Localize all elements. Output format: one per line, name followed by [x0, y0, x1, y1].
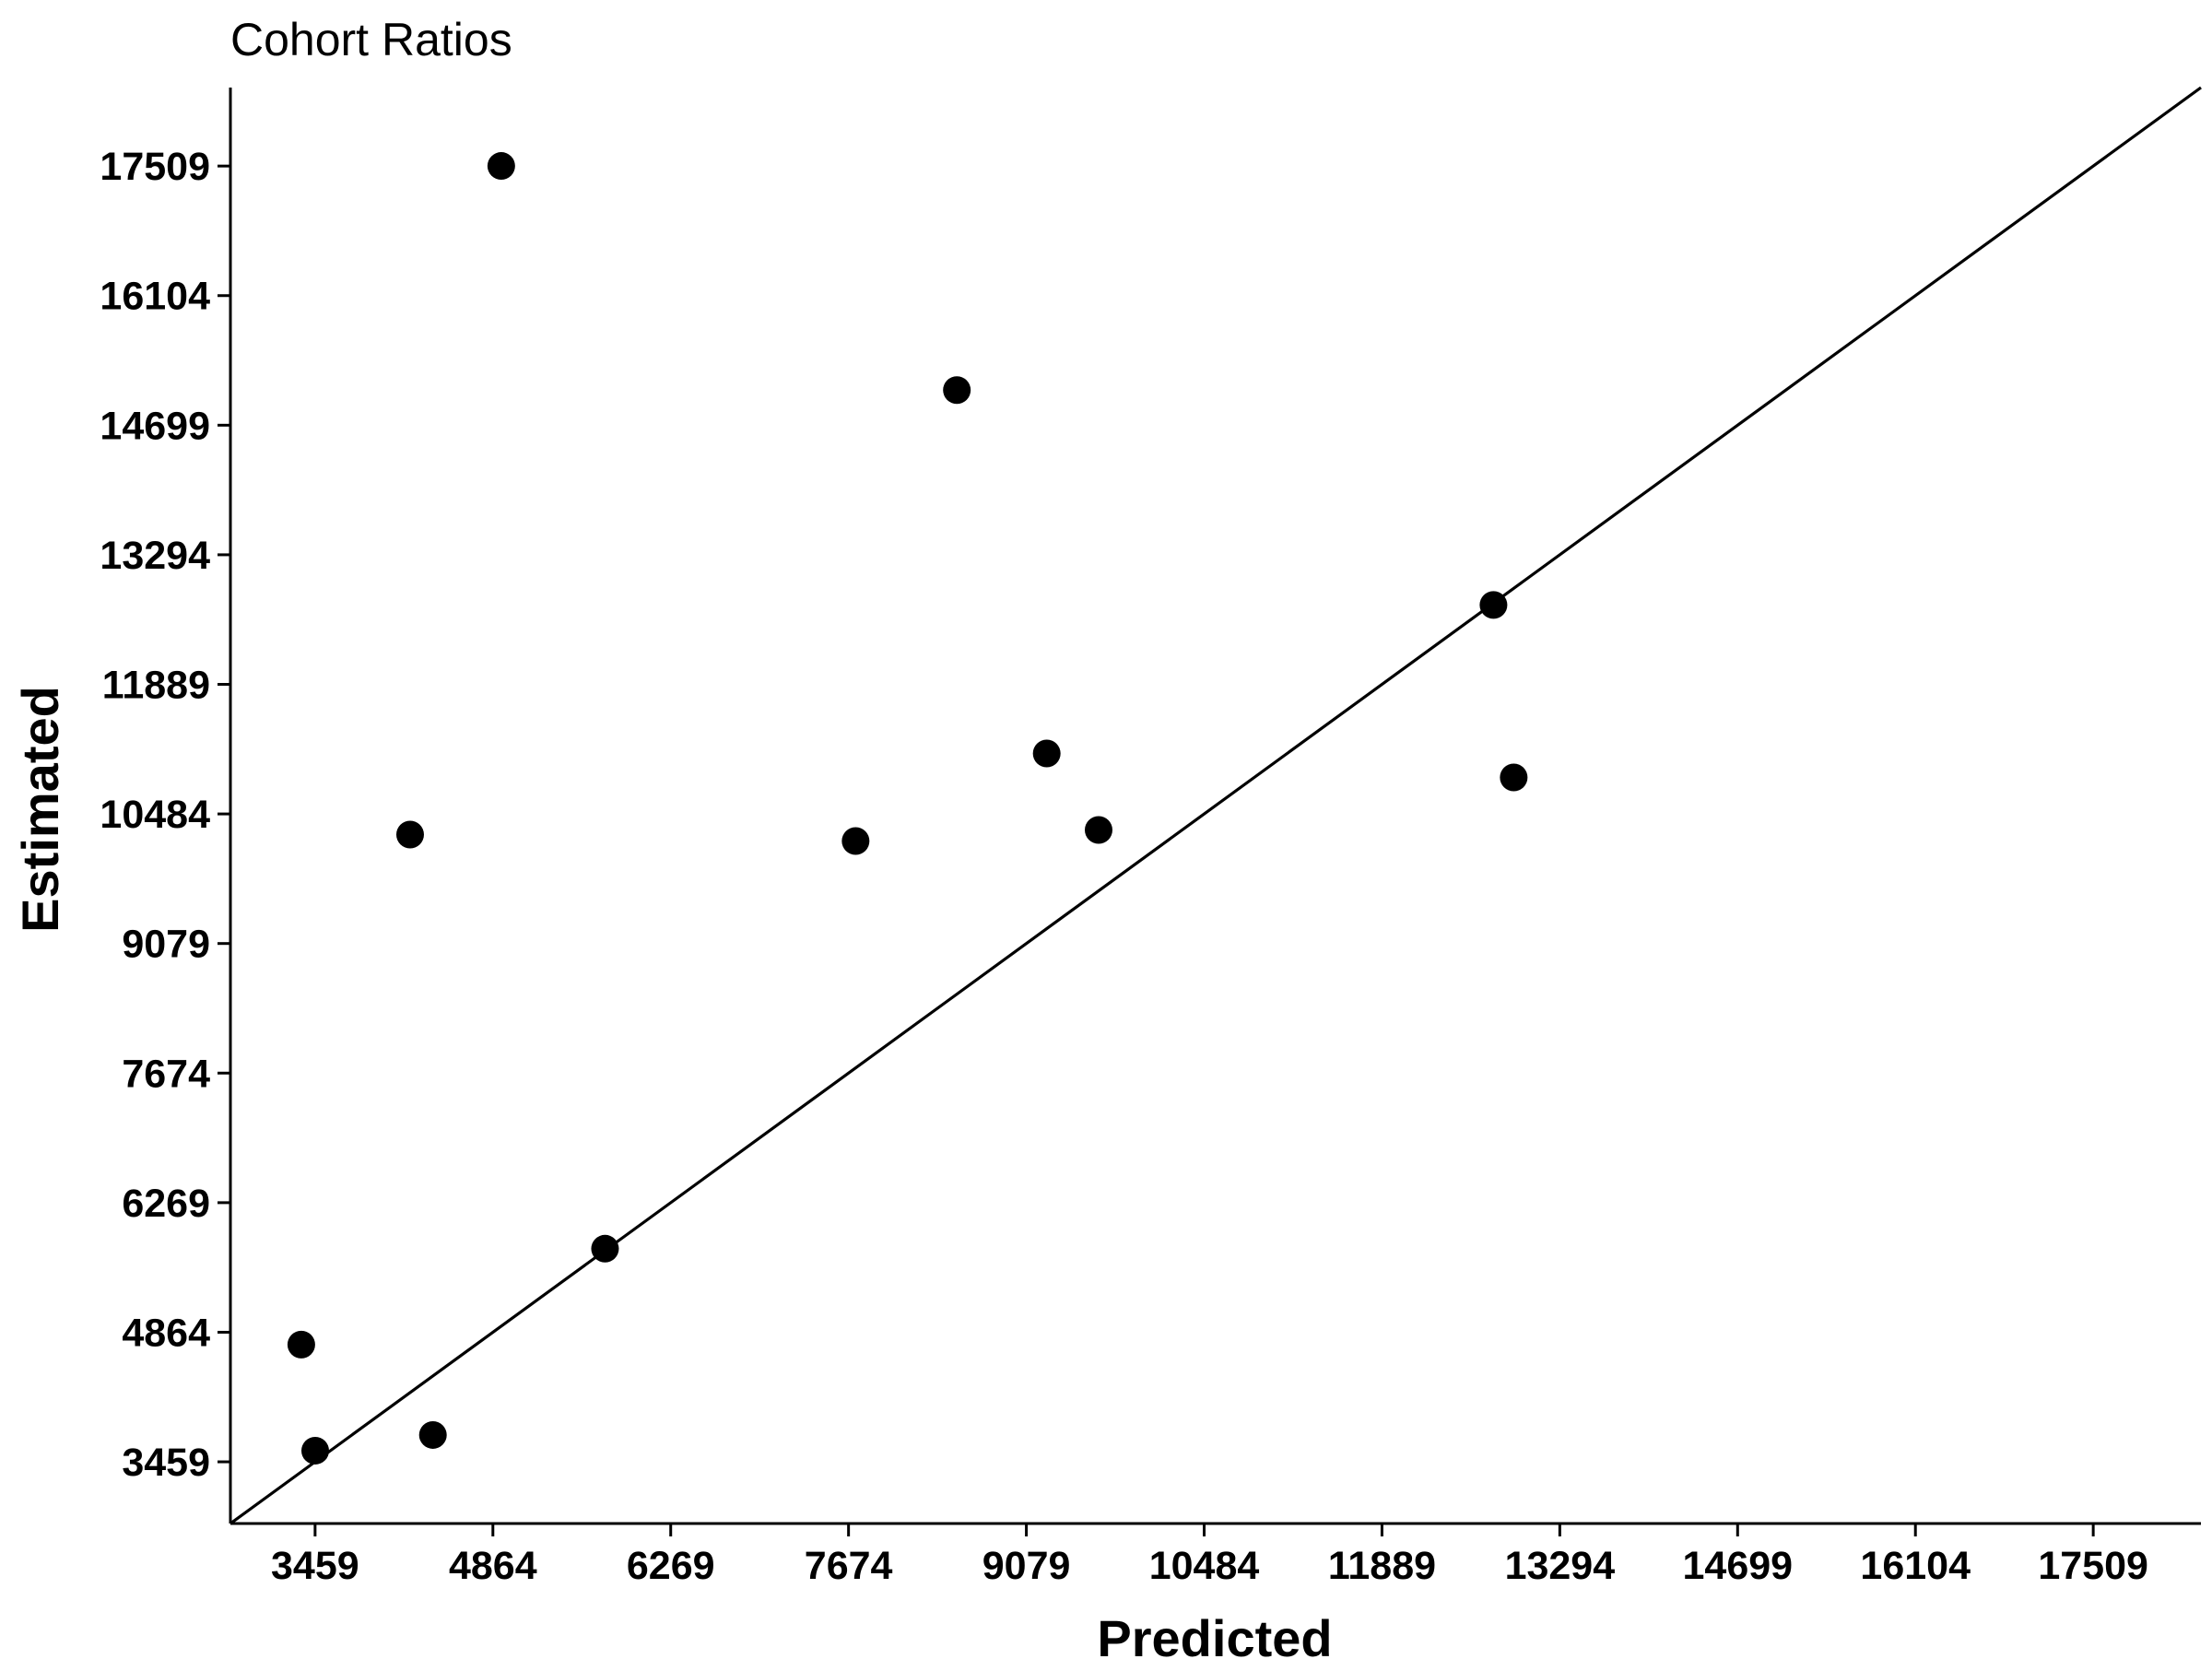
y-tick-label: 9079	[122, 923, 210, 967]
data-point	[1500, 763, 1528, 792]
data-point	[1032, 739, 1061, 768]
y-tick-label: 7674	[122, 1052, 210, 1096]
y-axis: 3459 4864 6269 7674 9079 10484 11889 13294 14699…	[100, 88, 232, 1524]
y-tick-label: 4864	[122, 1311, 210, 1355]
x-tick-label: 16104	[1860, 1544, 1971, 1588]
reference-line-layer	[229, 86, 2202, 1525]
y-tick-label: 14699	[100, 404, 210, 448]
y-tick-label: 13294	[100, 534, 210, 578]
x-tick-label: 9079	[982, 1544, 1071, 1588]
y-tick-label: 17509	[100, 145, 210, 189]
x-tick-label: 7674	[805, 1544, 893, 1588]
data-point	[287, 1330, 315, 1359]
data-point	[1084, 816, 1112, 844]
x-tick-label: 6269	[627, 1544, 715, 1588]
x-tick-label: 10484	[1149, 1544, 1260, 1588]
x-axis: 3459 4864 6269 7674 9079 10484 11889 13294 14699…	[230, 1522, 2201, 1588]
x-tick-label: 3459	[271, 1544, 359, 1588]
data-point	[943, 376, 971, 405]
data-point	[395, 820, 424, 849]
data-point	[1479, 591, 1508, 619]
y-tick-label: 3459	[122, 1441, 210, 1485]
x-tick-label: 17509	[2038, 1544, 2148, 1588]
points-layer	[287, 152, 1528, 1465]
x-tick-label: 4864	[449, 1544, 537, 1588]
y-tick-label: 10484	[100, 793, 210, 837]
x-tick-label: 13294	[1505, 1544, 1616, 1588]
y-tick-label: 6269	[122, 1182, 210, 1226]
chart-title: Cohort Ratios	[230, 14, 512, 65]
y-tick-label: 16104	[100, 275, 210, 319]
data-point	[487, 152, 515, 181]
data-point	[301, 1436, 330, 1465]
identity-line	[229, 86, 2202, 1525]
data-point	[841, 827, 870, 855]
data-point	[418, 1420, 447, 1449]
y-tick-label: 11889	[102, 664, 210, 708]
data-point	[591, 1234, 619, 1263]
x-axis-title: Predicted	[1097, 1609, 1332, 1659]
y-axis-title: Estimated	[11, 686, 69, 933]
x-tick-label: 11889	[1328, 1544, 1436, 1588]
x-tick-label: 14699	[1682, 1544, 1793, 1588]
